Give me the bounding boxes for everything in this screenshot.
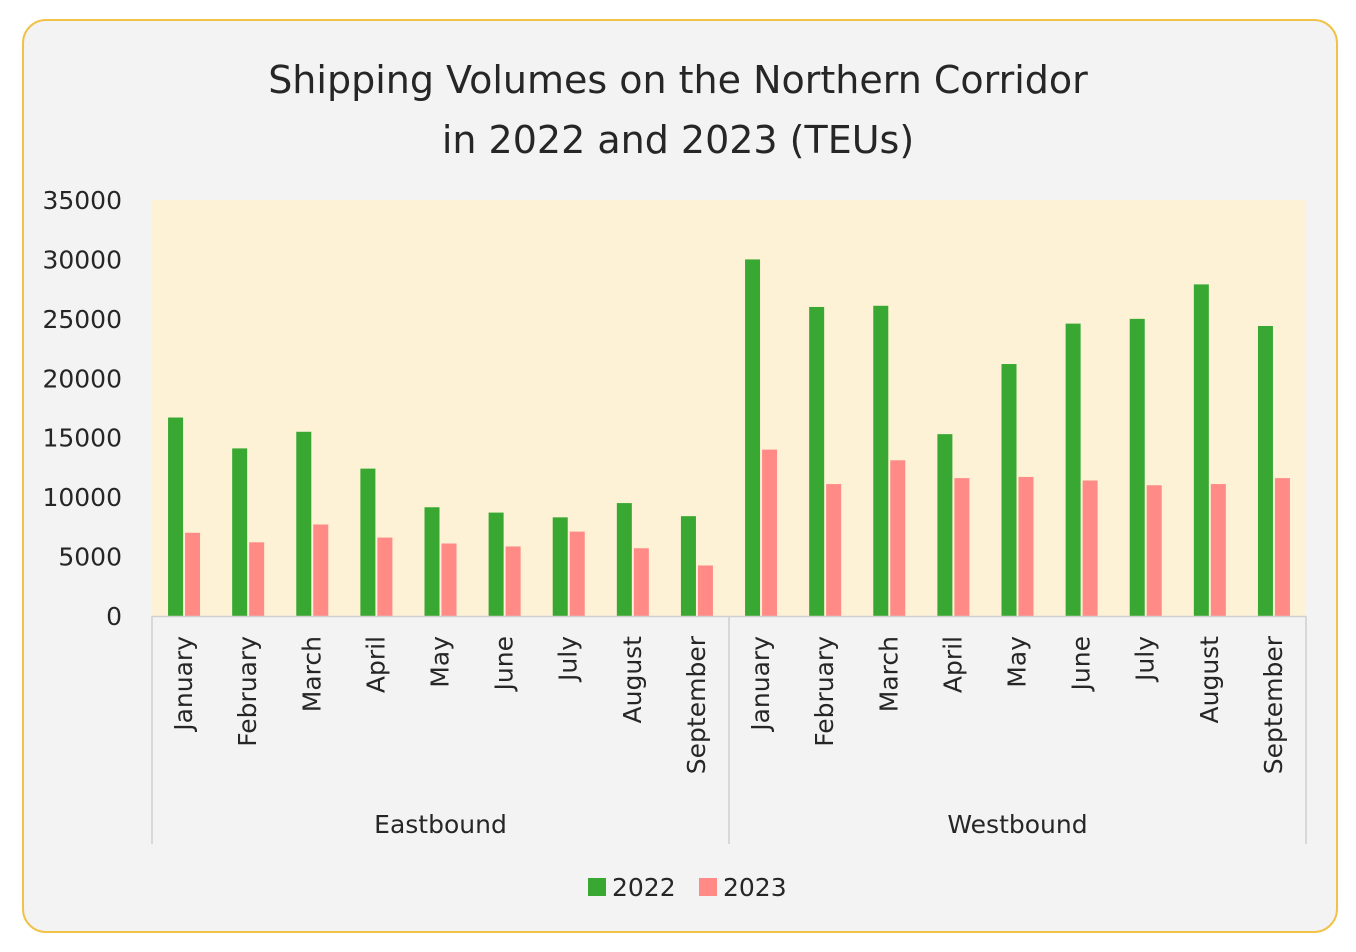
x-tick-label: June [490,636,519,692]
x-tick-label: January [169,636,198,733]
y-tick-label: 35000 [42,186,122,215]
bar-2022-eastbound-february [232,448,248,616]
bar-2022-eastbound-march [296,431,312,616]
bar-2022-eastbound-june [488,512,504,616]
bar-2023-westbound-march [890,460,906,616]
bar-2022-eastbound-january [168,417,184,616]
x-tick-label: July [1131,636,1160,683]
x-tick-label: April [361,636,390,693]
x-tick-label: February [810,636,839,747]
bar-2022-westbound-january [745,259,761,616]
bar-2023-westbound-september [1274,478,1290,616]
bar-2022-westbound-april [937,434,953,616]
y-tick-label: 25000 [42,305,122,334]
bar-2023-eastbound-february [249,542,265,616]
bar-2022-westbound-july [1129,318,1145,616]
bar-2022-eastbound-september [680,516,696,616]
bar-2023-eastbound-june [505,546,521,616]
group-label: Eastbound [374,810,507,839]
bar-2023-eastbound-july [569,531,585,616]
bar-2023-westbound-june [1082,480,1098,616]
bar-2023-eastbound-august [633,548,649,616]
x-tick-label: September [682,635,711,774]
bar-2022-westbound-february [809,306,825,616]
bar-2022-eastbound-august [616,503,632,616]
legend-label-2022: 2022 [612,873,676,902]
x-tick-label: June [1067,636,1096,692]
bar-2023-westbound-january [762,449,778,616]
x-tick-label: May [1003,636,1032,688]
bar-2023-eastbound-march [313,524,329,616]
bar-2023-eastbound-september [697,565,713,616]
x-tick-label: January [746,636,775,733]
bar-2023-westbound-april [954,478,970,616]
y-tick-label: 10000 [42,483,122,512]
y-tick-label: 30000 [42,245,122,274]
bar-2022-westbound-june [1065,323,1081,616]
plot-area [152,200,1306,616]
x-tick-label: March [874,636,903,712]
legend-swatch-2023 [699,878,717,896]
y-tick-label: 15000 [42,424,122,453]
x-tick-label: February [233,636,262,747]
bar-2023-eastbound-january [185,532,201,616]
y-tick-label: 0 [106,602,122,631]
y-tick-label: 20000 [42,364,122,393]
x-tick-label: May [426,636,455,688]
bar-2023-westbound-february [826,484,842,616]
bar-2023-eastbound-april [377,537,393,616]
x-tick-label: July [554,636,583,683]
bar-2022-westbound-march [873,305,889,616]
chart-title: Shipping Volumes on the Northern Corrido… [0,50,1356,170]
bar-2022-westbound-september [1257,325,1273,616]
x-tick-label: August [1195,636,1224,724]
x-tick-label: March [297,636,326,712]
x-tick-label: September [1259,635,1288,774]
bar-2022-eastbound-may [424,507,440,616]
chart-title-line-1: Shipping Volumes on the Northern Corrido… [268,58,1088,102]
legend-label-2023: 2023 [723,873,787,902]
bar-2022-westbound-august [1193,284,1209,616]
group-label: Westbound [947,810,1087,839]
x-tick-label: April [938,636,967,693]
bar-2022-westbound-may [1001,364,1017,616]
bar-2023-westbound-july [1146,485,1162,616]
x-tick-label: August [618,636,647,724]
bar-2023-eastbound-may [441,543,457,616]
bar-2023-westbound-august [1210,484,1226,616]
bar-2023-westbound-may [1018,476,1034,616]
chart-title-line-2: in 2022 and 2023 (TEUs) [441,118,915,162]
bar-2022-eastbound-april [360,468,376,616]
bar-2022-eastbound-july [552,517,568,616]
y-tick-label: 5000 [58,543,122,572]
legend-swatch-2022 [588,878,606,896]
